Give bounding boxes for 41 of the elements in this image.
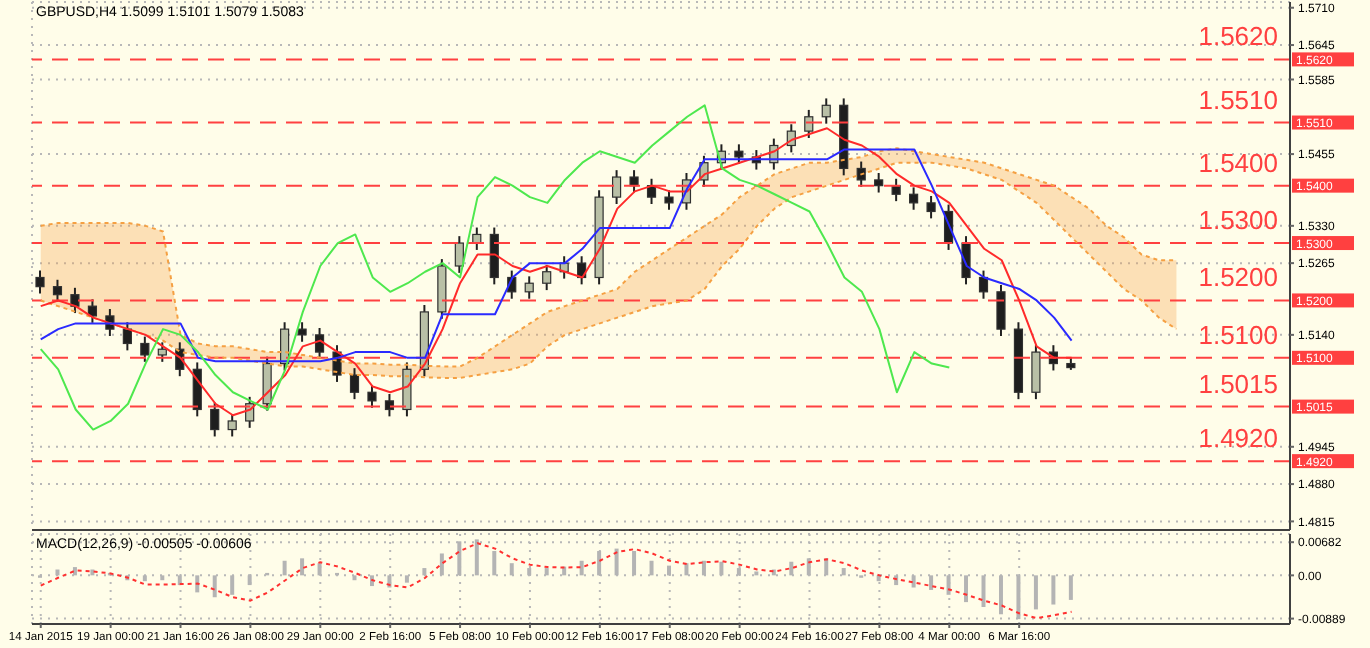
candlestick	[874, 172, 884, 194]
candlestick	[437, 258, 447, 320]
candlestick	[262, 355, 272, 412]
candlestick	[909, 186, 919, 211]
candlestick	[1031, 344, 1041, 401]
candlestick	[489, 226, 499, 286]
candlestick	[402, 361, 412, 418]
candlestick	[454, 235, 464, 274]
candlestick	[367, 384, 377, 409]
candlestick	[227, 413, 237, 438]
candlestick	[821, 97, 831, 125]
candlestick	[856, 160, 866, 188]
candlestick	[926, 194, 936, 220]
candlestick	[524, 275, 534, 300]
text: 1.5200	[1198, 262, 1278, 293]
candlestick	[140, 335, 150, 363]
candlestick	[611, 169, 622, 206]
candlestick	[384, 392, 395, 418]
candlestick	[542, 263, 552, 292]
candlestick	[891, 177, 901, 203]
text: 1.5400	[1198, 147, 1278, 178]
text: 1.4920	[1198, 423, 1278, 454]
text: 1.5620	[1198, 21, 1278, 52]
candlestick	[349, 367, 360, 401]
candlestick	[664, 189, 674, 211]
line-series	[39, 104, 951, 431]
text: 1.5100	[1198, 319, 1278, 350]
candlestick	[210, 401, 220, 438]
candlestick	[297, 321, 307, 343]
text: 1.5015	[1198, 368, 1278, 399]
candlestick	[122, 321, 132, 352]
candlestick	[52, 278, 63, 303]
candlestick	[314, 326, 325, 360]
candlestick	[157, 341, 167, 363]
candlestick	[70, 286, 80, 315]
text: 1.5300	[1198, 205, 1278, 236]
candlestick	[35, 269, 45, 295]
candlestick	[996, 283, 1006, 338]
text: 1.5510	[1198, 84, 1278, 115]
candlestick	[629, 169, 639, 194]
candlestick	[734, 143, 744, 165]
